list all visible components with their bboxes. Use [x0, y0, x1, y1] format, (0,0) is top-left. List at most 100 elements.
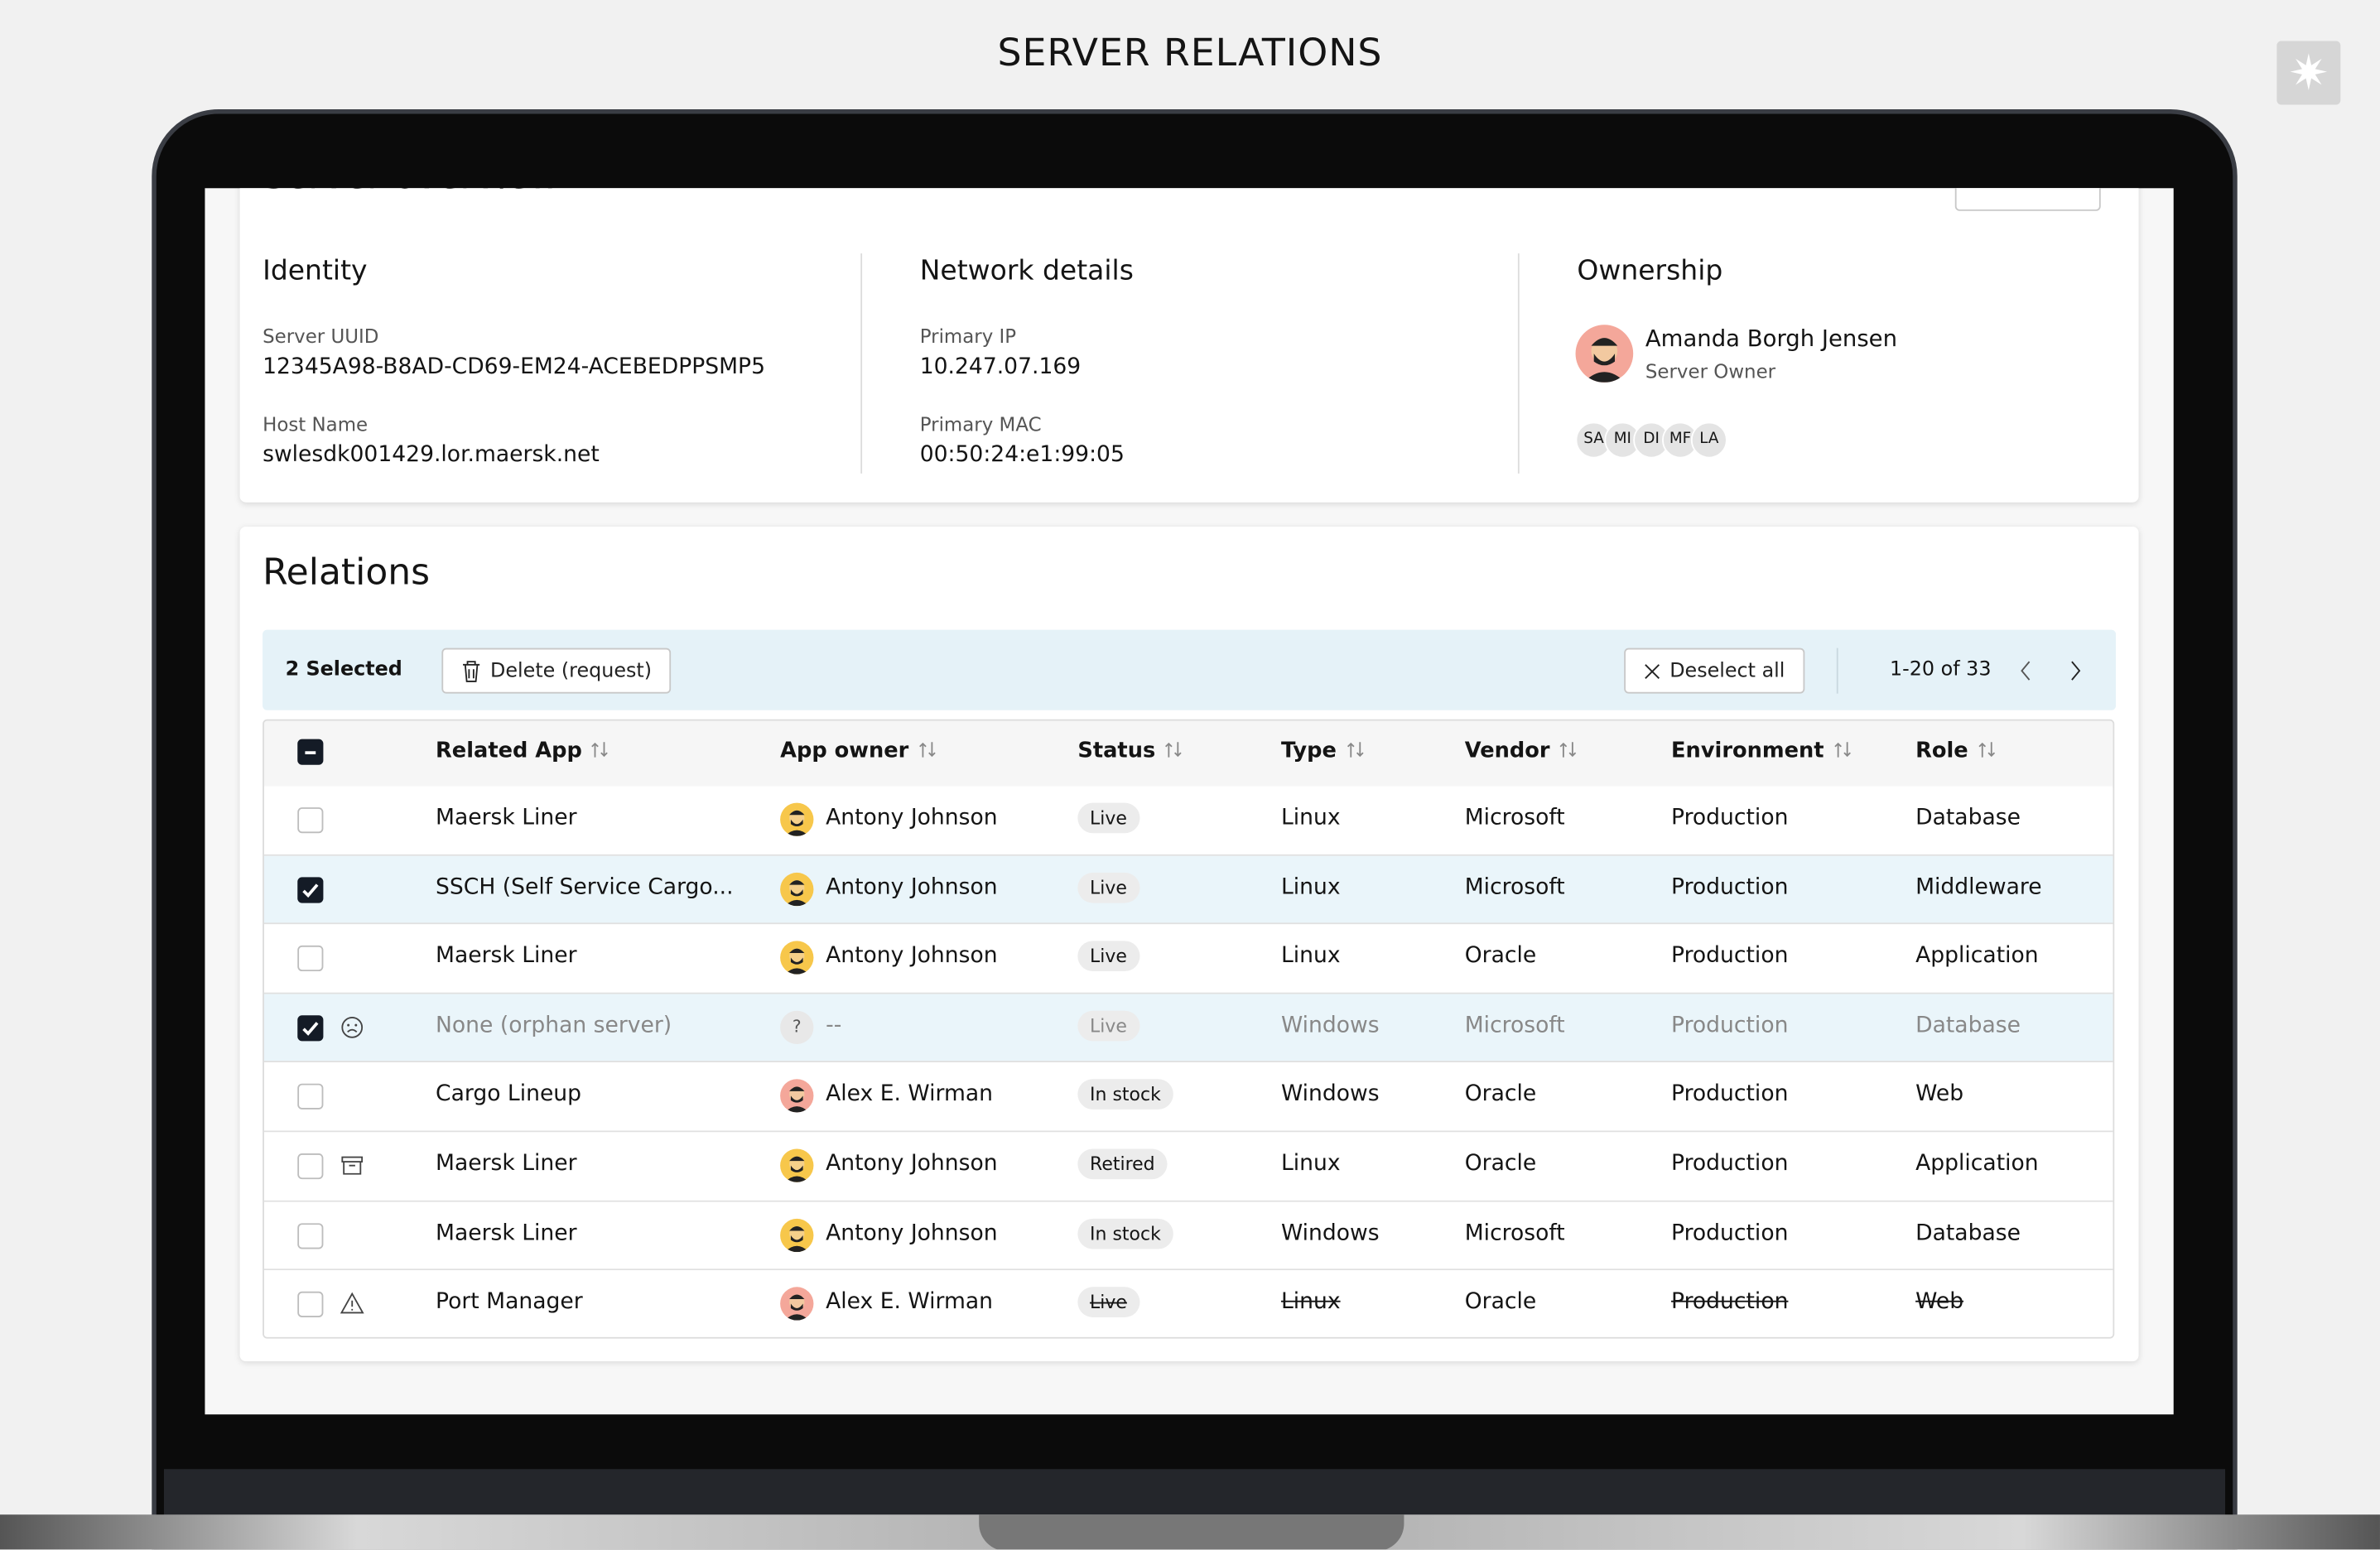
logo-badge: ✷ [2276, 41, 2341, 105]
full-details-button[interactable]: Full details [1954, 188, 2101, 211]
column-header[interactable]: Status [1077, 739, 1183, 763]
status-icon [341, 1156, 364, 1175]
owner-name: Alex E. Wirman [826, 1290, 993, 1315]
avatar [780, 941, 814, 975]
divider [1836, 647, 1838, 694]
member-initials: LA [1690, 421, 1727, 459]
column-header[interactable]: Environment [1671, 739, 1852, 763]
cell: Oracle [1464, 1152, 1537, 1177]
sort-icon[interactable] [1978, 740, 1996, 758]
cell: Database [1915, 1220, 2021, 1246]
row-checkbox[interactable] [297, 946, 324, 972]
row-checkbox[interactable] [297, 1014, 324, 1041]
avatar-face [784, 1225, 809, 1252]
cell: Production [1671, 1152, 1789, 1177]
laptop-notch [979, 1514, 1404, 1550]
cell: SSCH (Self Service Cargo... [436, 874, 734, 900]
cell: Database [1915, 1013, 2021, 1038]
field-label: Primary IP [919, 325, 1017, 348]
row-icon [340, 1015, 364, 1039]
cell: Linux [1280, 1152, 1341, 1177]
sort-icon[interactable] [591, 740, 609, 758]
status-pill: Live [1077, 872, 1139, 903]
cell: Cargo Lineup [436, 1082, 582, 1107]
cell: Maersk Liner [436, 806, 577, 830]
close-icon [1645, 663, 1660, 679]
avatar-face [784, 1294, 809, 1321]
table-header [263, 720, 2113, 788]
cell: Production [1671, 944, 1789, 969]
table: Related App App owner Status Type Vendor Envi… [263, 719, 2115, 1339]
prev-page[interactable] [2019, 660, 2034, 681]
sort-icon[interactable] [918, 740, 936, 758]
cell: Web [1915, 1082, 1964, 1107]
cell: Microsoft [1464, 1013, 1565, 1038]
delete-label: Delete (request) [490, 659, 653, 682]
section-divider [1517, 253, 1520, 474]
deselect-button[interactable]: Deselect all [1624, 647, 1805, 694]
owner-name: Antony Johnson [826, 944, 998, 969]
cell: Linux [1280, 874, 1341, 900]
owner-name: Antony Johnson [826, 874, 998, 900]
cell: Maersk Liner [436, 944, 577, 969]
sort-icon[interactable] [1164, 740, 1183, 758]
avatar-face [784, 1087, 809, 1114]
table-row: Maersk Liner Antony Johnson Live Linux Micro… [263, 786, 2113, 856]
section-heading: Identity [263, 254, 368, 287]
owner-name: Antony Johnson [826, 1152, 998, 1177]
check-mark [302, 1021, 319, 1036]
row-icon [340, 1153, 364, 1177]
owner-name: Alex E. Wirman [826, 1082, 993, 1107]
row-checkbox[interactable] [297, 1292, 324, 1318]
column-header[interactable]: Vendor [1465, 739, 1578, 763]
owner-name: Amanda Borgh Jensen [1645, 325, 1898, 353]
owner-role: Server Owner [1645, 359, 1776, 383]
table-row: Port Manager Alex E. Wirman Live Linux Oracl… [263, 1270, 2113, 1337]
cell: Windows [1280, 1013, 1380, 1038]
column-header[interactable]: Related App [436, 739, 609, 763]
avatar [780, 1148, 814, 1182]
owner-name: -- [826, 1013, 842, 1038]
column-header[interactable]: Role [1915, 739, 1996, 763]
cell: Oracle [1464, 944, 1537, 969]
avatar [780, 872, 814, 906]
column-header[interactable]: App owner [780, 739, 936, 763]
trash-icon [463, 660, 480, 681]
delete-button[interactable]: Delete (request) [441, 647, 672, 694]
field-value: swlesdk001429.lor.maersk.net [263, 443, 600, 468]
header-checkbox[interactable] [297, 739, 324, 765]
row-checkbox[interactable] [297, 807, 324, 834]
section-divider [860, 253, 863, 474]
row-checkbox[interactable] [297, 876, 324, 903]
row-checkbox[interactable] [297, 1153, 324, 1180]
sort-icon[interactable] [1559, 740, 1578, 758]
avatar [780, 802, 814, 836]
table-row: None (orphan server)? -- Live Windows Micros… [263, 994, 2113, 1063]
field-label: Primary MAC [919, 412, 1042, 436]
cell: None (orphan server) [436, 1013, 672, 1038]
cell: Maersk Liner [436, 1152, 577, 1177]
cell: Port Manager [436, 1290, 583, 1315]
row-checkbox[interactable] [297, 1084, 324, 1110]
status-icon [341, 1016, 364, 1038]
cell: Application [1915, 944, 2039, 969]
table-row: Maersk Liner Antony Johnson In stock Window… [263, 1201, 2113, 1271]
status-pill: Live [1077, 1287, 1139, 1318]
indeterminate-mark [305, 751, 316, 754]
row-icon [340, 1292, 364, 1316]
cell: Linux [1280, 1290, 1341, 1315]
cell: Maersk Liner [436, 1220, 577, 1246]
sort-icon[interactable] [1833, 740, 1852, 758]
cell: Microsoft [1464, 1220, 1565, 1246]
owner-name: Antony Johnson [826, 1220, 998, 1246]
sort-icon[interactable] [1346, 740, 1364, 758]
next-page[interactable] [2067, 660, 2082, 681]
column-header[interactable]: Type [1281, 739, 1364, 763]
status-pill: Retired [1077, 1148, 1168, 1180]
row-checkbox[interactable] [297, 1222, 324, 1249]
field-value: 00:50:24:e1:99:05 [919, 443, 1125, 468]
status-pill: In stock [1077, 1218, 1173, 1249]
avatar [1575, 325, 1634, 383]
field-value: 12345A98-B8AD-CD69-EM24-ACEBEDPPSMP5 [263, 354, 765, 380]
